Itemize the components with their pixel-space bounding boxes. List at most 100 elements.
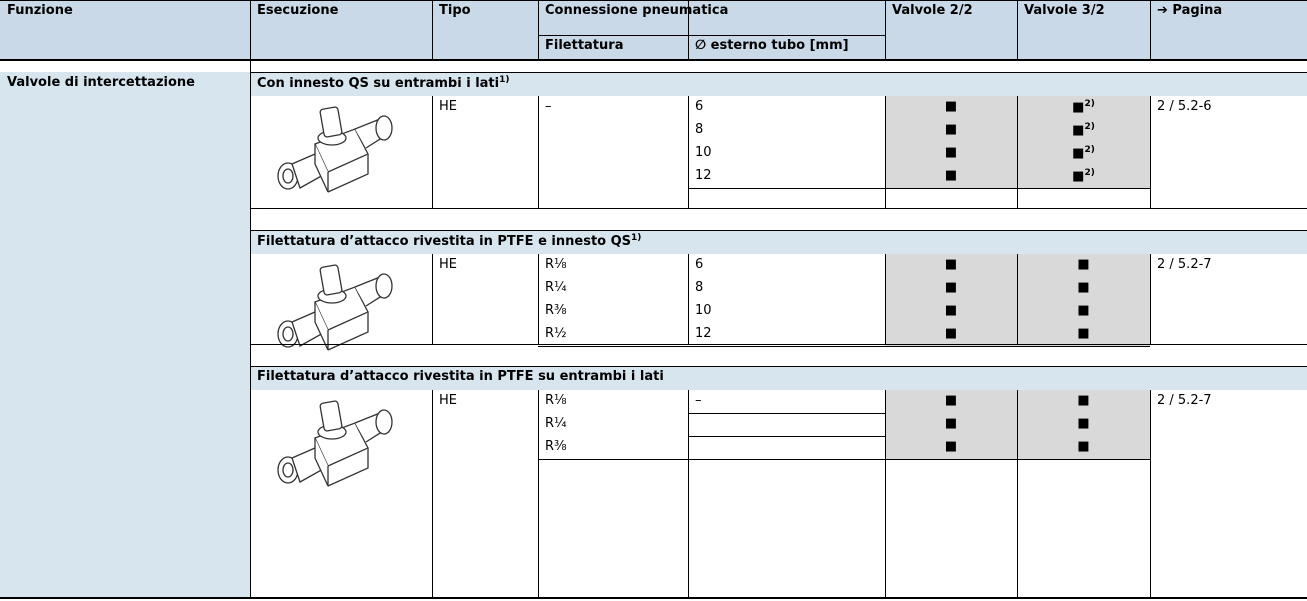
valve-icon: [277, 106, 393, 193]
valve-32-text: ■: [1077, 303, 1090, 318]
thread: R⅜: [538, 436, 688, 459]
valve-22: ■: [885, 254, 1017, 277]
rule: [538, 96, 539, 208]
rule: [250, 230, 1307, 231]
rule: [688, 96, 689, 208]
rule: [1017, 0, 1018, 60]
valve-32-text: ■2): [1072, 122, 1095, 138]
valve-icon: [277, 264, 393, 351]
section-title-text: Filettatura d’attacco rivestita in PTFE …: [257, 234, 632, 249]
rule: [688, 188, 1150, 189]
tube-text: 10: [695, 303, 712, 318]
valve-32-text: ■: [1077, 280, 1090, 295]
rule: [432, 96, 433, 208]
page-ref: 2 / 5.2-6: [1150, 96, 1307, 208]
header-subcell-text: Filettatura: [545, 38, 624, 53]
tube: 10: [688, 300, 885, 323]
rule: [1150, 0, 1151, 60]
valve-22: ■: [885, 165, 1017, 188]
header-cell: Valvole 3/2: [1017, 0, 1150, 60]
thread: R⅜: [538, 300, 688, 323]
rule: [885, 96, 886, 208]
rule: [688, 254, 689, 344]
rule: [0, 597, 1307, 599]
rule: [250, 208, 1307, 209]
footnote: 1): [499, 75, 510, 85]
page-ref: 2 / 5.2-7: [1150, 254, 1307, 344]
header-cell: Funzione: [0, 0, 250, 60]
valve-32: ■: [1017, 254, 1150, 277]
header-subcell: ∅ esterno tubo [mm]: [688, 35, 885, 60]
valve-32-text: ■2): [1072, 168, 1095, 184]
thread-text: R⅛: [545, 393, 567, 408]
header-cell-text: Tipo: [439, 3, 471, 18]
page-ref: 2 / 5.2-7: [1150, 390, 1307, 598]
product-image: [250, 96, 432, 208]
thread-text: R⅜: [545, 303, 567, 318]
thread-text: R½: [545, 326, 567, 341]
valve-icon: [277, 400, 393, 487]
page-ref-text: 2 / 5.2-6: [1157, 99, 1212, 114]
tube: 6: [688, 254, 885, 277]
valve-22-text: ■: [944, 168, 958, 183]
rule: [250, 344, 1307, 345]
footnote: 2): [1084, 122, 1095, 132]
tube-text: 10: [695, 145, 712, 160]
type-text: HE: [439, 257, 457, 272]
function-cell-text: Valvole di intercettazione: [7, 75, 195, 90]
valve-22-text: ■: [944, 257, 958, 272]
valve-22: ■: [885, 142, 1017, 165]
section-title: Filettatura d’attacco rivestita in PTFE …: [250, 230, 1307, 254]
rule: [688, 0, 689, 60]
rule: [688, 459, 1150, 460]
valve-32: ■: [1017, 300, 1150, 323]
rule: [250, 72, 1307, 73]
rule: [538, 390, 539, 598]
rule: [432, 254, 433, 344]
valve-32-text: ■2): [1072, 145, 1095, 161]
valve-32: ■2): [1017, 119, 1150, 142]
valve-32-text: ■: [1077, 393, 1090, 408]
section-title-text: Filettatura d’attacco rivestita in PTFE …: [257, 369, 664, 384]
rule: [538, 0, 539, 60]
type-text: HE: [439, 393, 457, 408]
valve-22: ■: [885, 390, 1017, 413]
type: HE: [432, 390, 538, 598]
valve-22-text: ■: [944, 439, 958, 454]
valve-22-text: ■: [944, 303, 958, 318]
page-ref-text: 2 / 5.2-7: [1157, 257, 1212, 272]
valve-22-text: ■: [944, 326, 958, 341]
tube: 6: [688, 96, 885, 119]
valve-22: ■: [885, 277, 1017, 300]
thread-text: R¼: [545, 280, 567, 295]
header-cell: ➔ Pagina: [1150, 0, 1307, 60]
rule: [1150, 390, 1151, 598]
valve-32: ■2): [1017, 142, 1150, 165]
rule: [538, 346, 1150, 347]
header-cell-text: Valvole 2/2: [892, 3, 973, 18]
rule: [1017, 390, 1018, 598]
footnote: 2): [1084, 99, 1095, 109]
rule: [0, 0, 1307, 1]
valve-22: ■: [885, 413, 1017, 436]
valve-32-text: ■: [1077, 439, 1090, 454]
header-cell-text: Valvole 3/2: [1024, 3, 1105, 18]
valve-22-text: ■: [944, 145, 958, 160]
valve-32: ■2): [1017, 96, 1150, 119]
rule: [538, 436, 1150, 437]
valve-22-text: ■: [944, 280, 958, 295]
tube-text: 6: [695, 257, 704, 272]
section-title-text: Con innesto QS su entrambi i lati: [257, 76, 500, 91]
tube: 8: [688, 119, 885, 142]
header-subcell-text: ∅ esterno tubo [mm]: [695, 38, 849, 53]
thread: R⅛: [538, 254, 688, 277]
footnote: 1): [631, 233, 642, 243]
rule: [1017, 254, 1018, 344]
tube-text: –: [695, 393, 702, 408]
function-cell: Valvole di intercettazione: [0, 72, 250, 598]
rule: [0, 59, 1307, 61]
section-title: Con innesto QS su entrambi i lati1): [250, 72, 1307, 96]
